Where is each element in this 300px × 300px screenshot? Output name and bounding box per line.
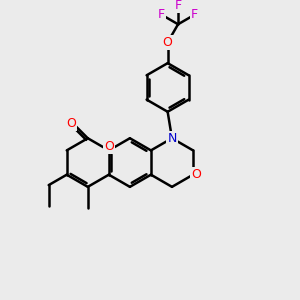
Text: N: N (167, 132, 177, 145)
Text: F: F (175, 0, 182, 12)
Text: O: O (104, 140, 114, 153)
Text: O: O (191, 168, 201, 181)
Text: F: F (191, 8, 198, 21)
Text: O: O (163, 36, 172, 49)
Text: F: F (158, 8, 165, 21)
Text: O: O (66, 117, 76, 130)
